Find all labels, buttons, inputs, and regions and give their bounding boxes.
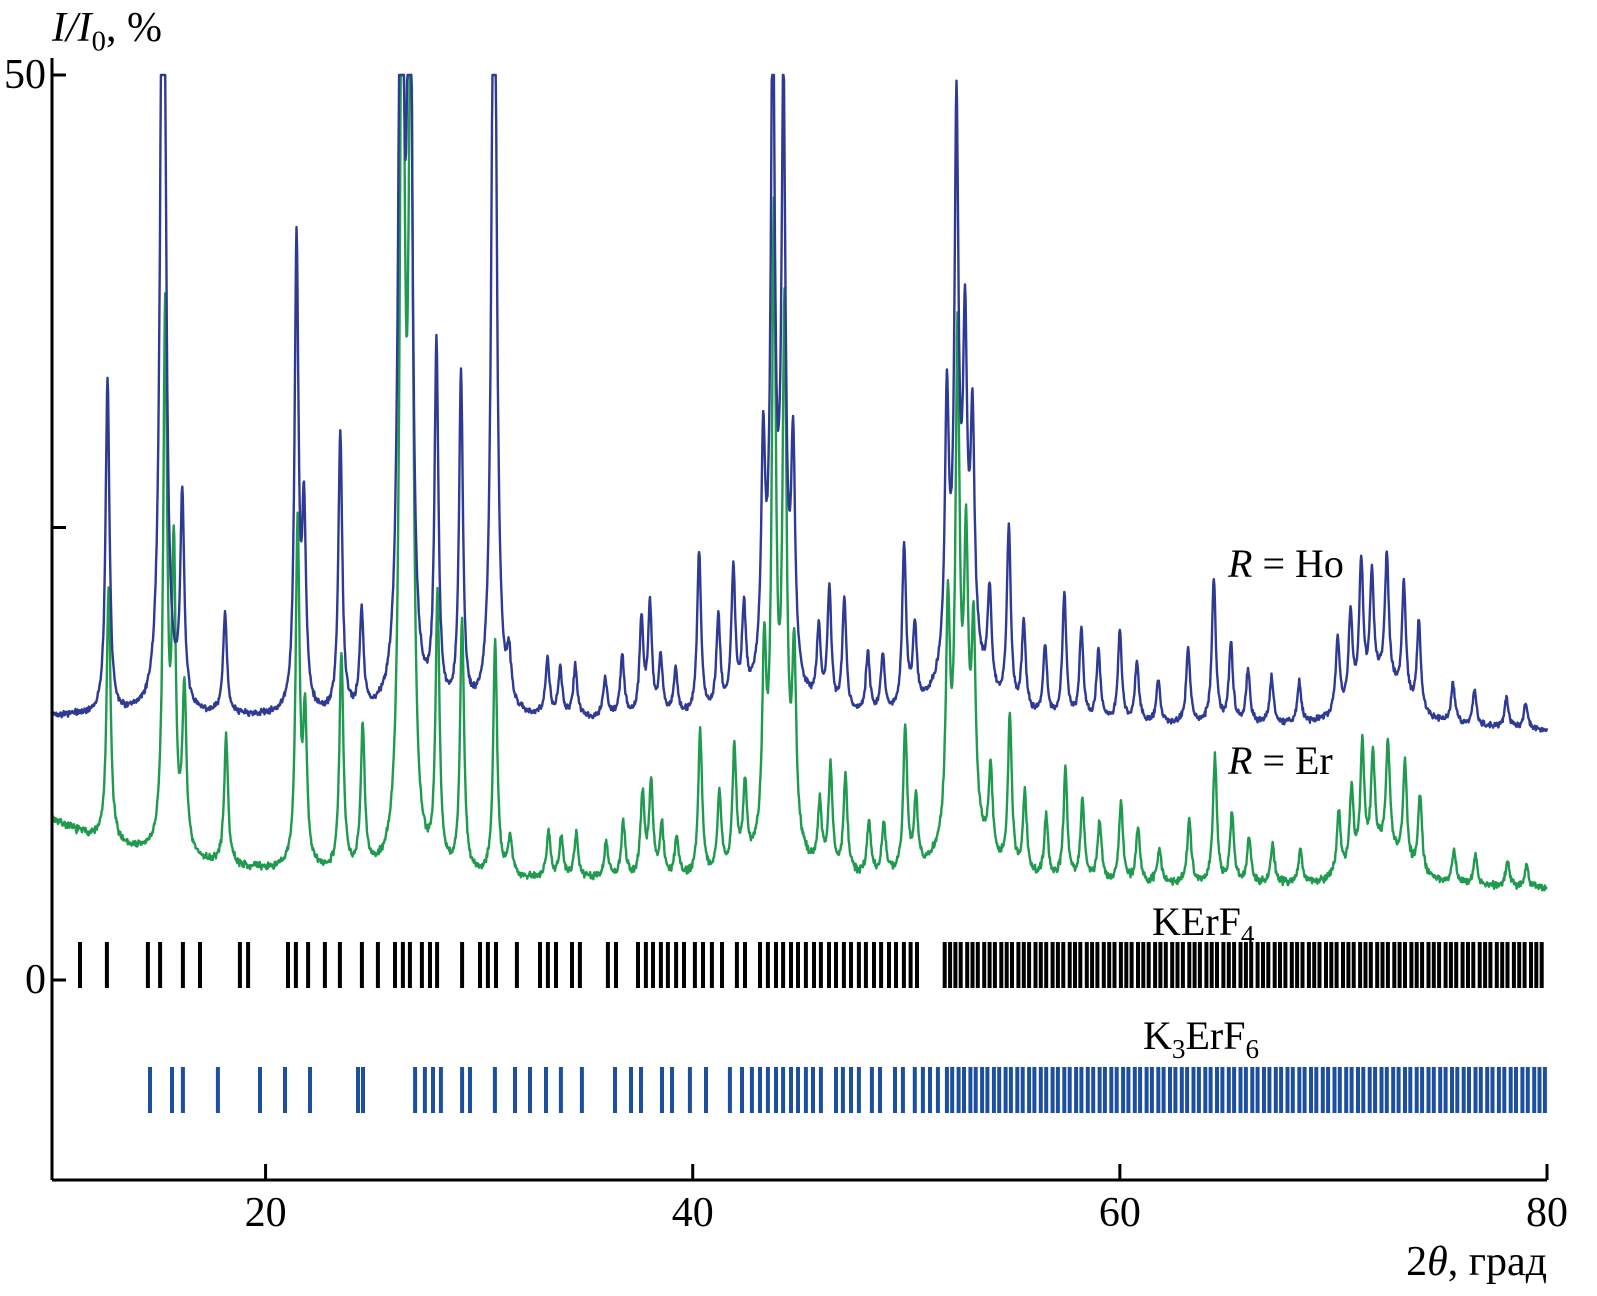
phase-kerf4-main: KErF <box>1152 899 1241 944</box>
axes <box>50 58 1549 1182</box>
phase-label-kerf4: KErF4 <box>1152 898 1254 951</box>
x-tick-label: 40 <box>671 1190 714 1236</box>
series-label-er: R = Er <box>1228 738 1333 783</box>
y-axis-title: I/I0, % <box>52 4 162 58</box>
phase-label-k3erf6: K3ErF6 <box>1143 1012 1259 1065</box>
curve-er <box>50 73 1548 892</box>
curve-ho <box>50 73 1549 733</box>
y-tick-label: 0 <box>25 957 46 1003</box>
phase-kerf4-subscript: 4 <box>1240 920 1255 950</box>
x-tick-label: 20 <box>244 1190 287 1236</box>
y-axis-title-symbol: I/I <box>52 5 92 51</box>
y-axis-title-unit: , % <box>105 5 162 51</box>
x-axis-title-unit: , град <box>1447 1239 1547 1285</box>
y-axis-title-subscript: 0 <box>91 26 106 58</box>
theta-symbol: θ <box>1427 1239 1448 1285</box>
x-axis-title: 2θ, град <box>1406 1238 1547 1286</box>
x-tick-label: 80 <box>1526 1190 1568 1236</box>
x-axis-title-num: 2 <box>1406 1239 1428 1285</box>
y-tick-label: 50 <box>4 52 46 98</box>
phase-k3erf6-p2: ErF <box>1185 1013 1246 1058</box>
phase-k3erf6-s2: 6 <box>1245 1034 1260 1064</box>
marker-row-kerf4 <box>78 942 1544 988</box>
series-label-ho: R = Ho <box>1228 541 1344 586</box>
marker-row-k3erf6 <box>148 1067 1547 1113</box>
phase-k3erf6-p1: K <box>1143 1013 1172 1058</box>
phase-k3erf6-s1: 3 <box>1171 1034 1186 1064</box>
x-tick-label: 60 <box>1098 1190 1141 1236</box>
